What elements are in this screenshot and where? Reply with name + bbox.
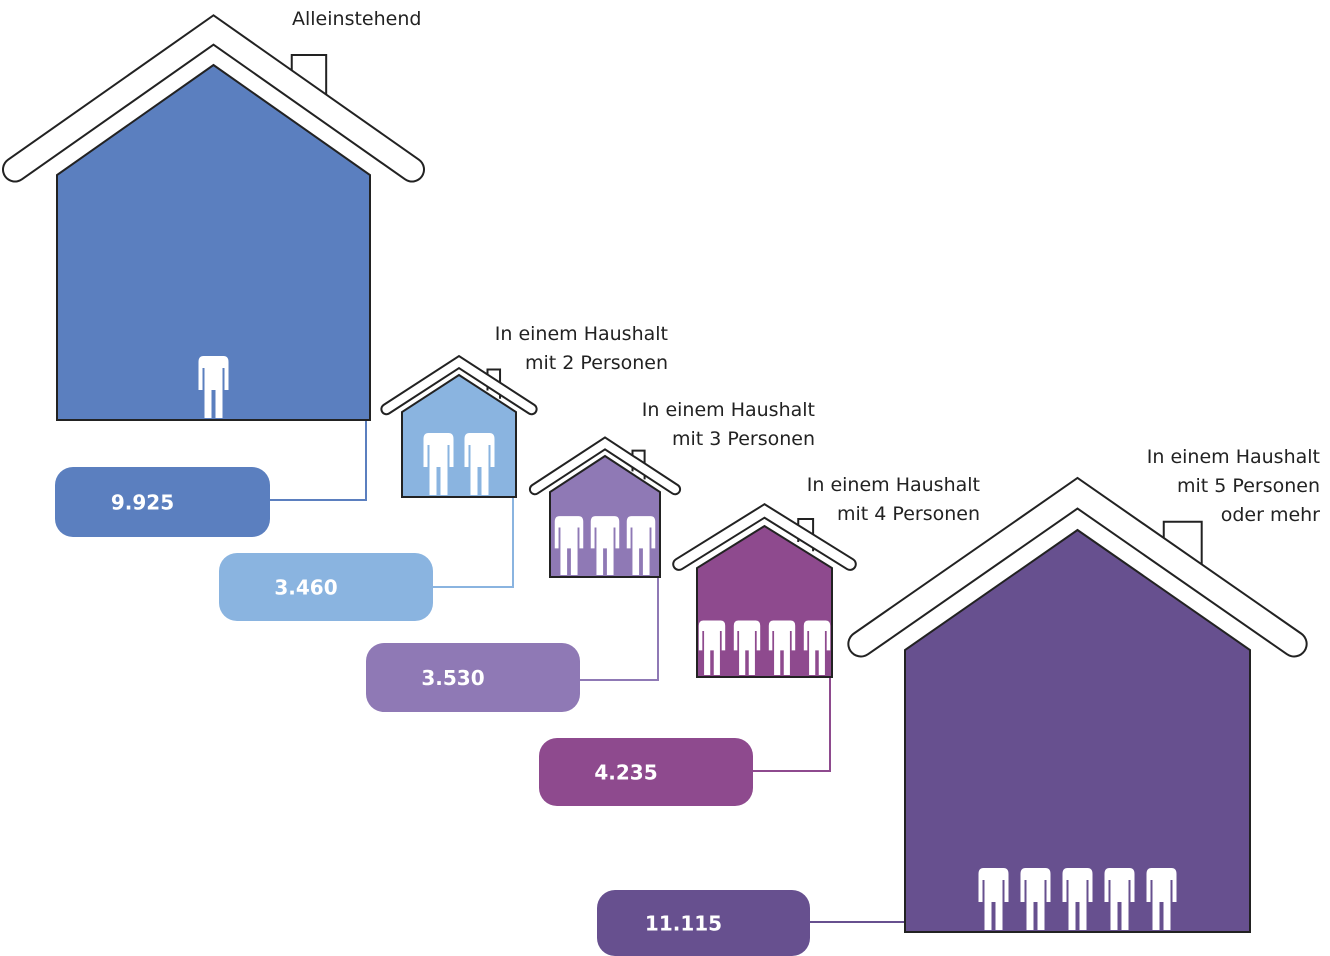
household-label: mit 5 Personen <box>1177 475 1320 497</box>
household-label: mit 2 Personen <box>525 352 668 374</box>
connector <box>433 497 513 587</box>
household-label: In einem Haushalt <box>495 323 668 345</box>
value-text: 9.925 <box>111 491 174 515</box>
household-label: mit 4 Personen <box>837 503 980 525</box>
value-text: 4.235 <box>594 761 657 785</box>
household-label: In einem Haushalt <box>642 399 815 421</box>
household-label: mit 3 Personen <box>672 428 815 450</box>
household-label: In einem Haushalt <box>807 474 980 496</box>
value-text: 11.115 <box>645 912 722 936</box>
connector <box>753 677 830 771</box>
connector <box>270 420 366 500</box>
connector <box>580 577 658 680</box>
household-label: In einem Haushalt <box>1147 446 1320 468</box>
value-text: 3.530 <box>421 666 484 690</box>
household-label: Alleinstehend <box>292 8 421 30</box>
infographic: Alleinstehend 9.925 In einem Haushalt mit 2… <box>0 0 1330 956</box>
household-label: oder mehr <box>1221 504 1320 526</box>
household: Alleinstehend 9.925 <box>15 8 421 537</box>
value-text: 3.460 <box>274 576 337 600</box>
